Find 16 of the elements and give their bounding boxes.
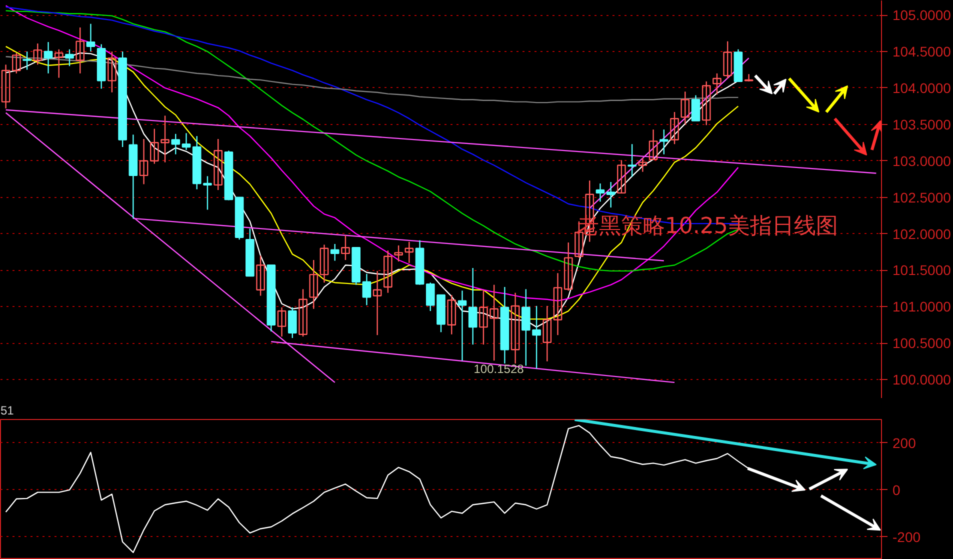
y-tick-label: 103.5000 xyxy=(892,116,952,132)
y-tick-label: 101.5000 xyxy=(892,262,952,278)
text: 51 xyxy=(0,404,14,418)
y-tick-label: 105.0000 xyxy=(892,7,952,24)
y-tick-label: 104.5000 xyxy=(892,44,952,60)
annotation: 100.1528 xyxy=(474,362,524,376)
y-tick-label: 0 xyxy=(892,482,900,498)
y-tick-label: 103.0000 xyxy=(892,152,952,169)
y-tick-label: -200 xyxy=(892,528,921,545)
y-tick-label: 102.0000 xyxy=(892,226,952,242)
y-tick-label: 100.5000 xyxy=(892,335,952,352)
y-tick-label: 101.0000 xyxy=(892,298,952,315)
y-tick-label: 200 xyxy=(892,434,916,451)
y-tick-label: 100.0000 xyxy=(892,372,952,388)
y-tick-label: 102.5000 xyxy=(892,189,952,206)
y-tick-label: 104.0000 xyxy=(892,80,952,96)
